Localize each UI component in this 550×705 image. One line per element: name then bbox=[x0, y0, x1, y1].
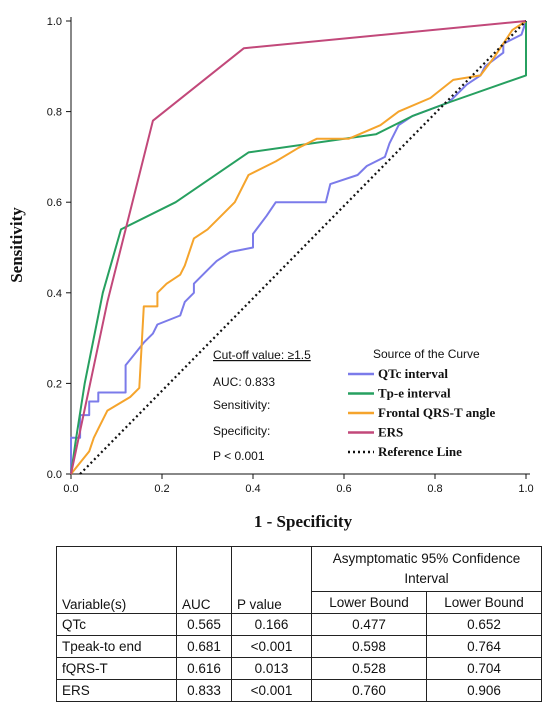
legend-items: QTc interval Tp-e interval Frontal QRS-T a… bbox=[348, 366, 495, 459]
auc-annotation: AUC: 0.833 bbox=[213, 375, 275, 389]
table-header-row: Variable(s) AUC P value Asymptomatic 95%… bbox=[56, 546, 542, 614]
y-tick-label: 1.0 bbox=[47, 16, 62, 28]
reference-line-line bbox=[79, 20, 527, 475]
header-confidence-interval: Asymptomatic 95% Confidence Interval bbox=[311, 546, 542, 592]
legend: Source of the Curve QTc interval Tp-e int… bbox=[348, 347, 495, 459]
cell-upper-bound: 0.704 bbox=[426, 657, 542, 680]
cell-auc: 0.616 bbox=[176, 657, 232, 680]
cell-lower-bound: 0.598 bbox=[311, 635, 427, 658]
legend-label-frontal-qrs-t-angle: Frontal QRS-T angle bbox=[378, 405, 495, 420]
ers-line bbox=[70, 20, 527, 475]
x-tick-label: 1.0 bbox=[518, 483, 533, 495]
cell-variable: ERS bbox=[56, 679, 177, 702]
cell-lower-bound: 0.477 bbox=[311, 613, 427, 636]
cutoff-annotation: Cut-off value: ≥1.5 bbox=[213, 348, 311, 362]
cell-lower-bound: 0.528 bbox=[311, 657, 427, 680]
cell-auc: 0.833 bbox=[176, 679, 232, 702]
legend-label-reference-line: Reference Line bbox=[378, 444, 462, 459]
cell-variable: Tpeak-to end bbox=[56, 635, 177, 658]
cell-p-value: 0.166 bbox=[231, 613, 312, 636]
specificity-annotation: Specificity: bbox=[213, 424, 270, 438]
roc-curve-chart: 0.0 0.2 0.4 0.6 0.8 1.0 0.0 0.2 0.4 0.6 0.8 1.0 Sen… bbox=[7, 16, 534, 531]
y-tick-label: 0.6 bbox=[47, 197, 62, 209]
table-subheader-row: Lower Bound Lower Bound bbox=[57, 591, 542, 614]
legend-title: Source of the Curve bbox=[373, 347, 480, 361]
header-lower-bound-1: Lower Bound bbox=[311, 591, 427, 614]
y-tick-label: 0.0 bbox=[47, 469, 62, 481]
cell-auc: 0.565 bbox=[176, 613, 232, 636]
y-axis-title: Sensitivity bbox=[7, 207, 26, 283]
cell-auc: 0.681 bbox=[176, 635, 232, 658]
table-row: QTc 0.565 0.166 0.477 0.652 bbox=[56, 613, 542, 636]
cell-upper-bound: 0.764 bbox=[426, 635, 542, 658]
y-tick-label: 0.8 bbox=[47, 107, 62, 119]
x-tick-label: 0.0 bbox=[63, 483, 78, 495]
header-auc: AUC bbox=[176, 546, 232, 614]
header-p-value: P value bbox=[231, 546, 312, 614]
cell-variable: fQRS-T bbox=[56, 657, 177, 680]
auc-statistics-table: Variable(s) AUC P value Asymptomatic 95%… bbox=[56, 546, 542, 702]
cell-lower-bound: 0.760 bbox=[311, 679, 427, 702]
cell-p-value: 0.013 bbox=[231, 657, 312, 680]
qtc-interval-line bbox=[70, 20, 527, 474]
x-tick-label: 0.4 bbox=[245, 483, 260, 495]
tp-e-interval-line bbox=[70, 21, 527, 475]
x-tick-label: 0.8 bbox=[427, 483, 442, 495]
series-layer bbox=[70, 20, 527, 475]
y-tick-label: 0.4 bbox=[47, 288, 62, 300]
y-tick-label: 0.2 bbox=[47, 378, 62, 390]
axis-ticks: 0.0 0.2 0.4 0.6 0.8 1.0 0.0 0.2 0.4 0.6 0.8 1.0 bbox=[47, 16, 534, 495]
cell-variable: QTc bbox=[56, 613, 177, 636]
table-row: fQRS-T 0.616 0.013 0.528 0.704 bbox=[56, 657, 542, 680]
legend-label-ers: ERS bbox=[378, 425, 403, 440]
cell-p-value: <0.001 bbox=[231, 679, 312, 702]
frontal-qrs-t-angle-line bbox=[70, 20, 527, 475]
cell-upper-bound: 0.652 bbox=[426, 613, 542, 636]
table-row: Tpeak-to end 0.681 <0.001 0.598 0.764 bbox=[56, 635, 542, 658]
legend-label-tp-e-interval: Tp-e interval bbox=[378, 386, 451, 401]
legend-label-qtc-interval: QTc interval bbox=[378, 366, 448, 381]
x-axis-title: 1 - Specificity bbox=[254, 512, 353, 531]
header-lower-bound-2: Lower Bound bbox=[426, 591, 542, 614]
x-tick-label: 0.2 bbox=[154, 483, 169, 495]
sensitivity-annotation: Sensitivity: bbox=[213, 398, 270, 412]
cell-p-value: <0.001 bbox=[231, 635, 312, 658]
p-value-annotation: P < 0.001 bbox=[213, 449, 265, 463]
x-tick-label: 0.6 bbox=[336, 483, 351, 495]
cell-upper-bound: 0.906 bbox=[426, 679, 542, 702]
table-row: ERS 0.833 <0.001 0.760 0.906 bbox=[56, 679, 542, 702]
header-variable: Variable(s) bbox=[56, 546, 177, 614]
